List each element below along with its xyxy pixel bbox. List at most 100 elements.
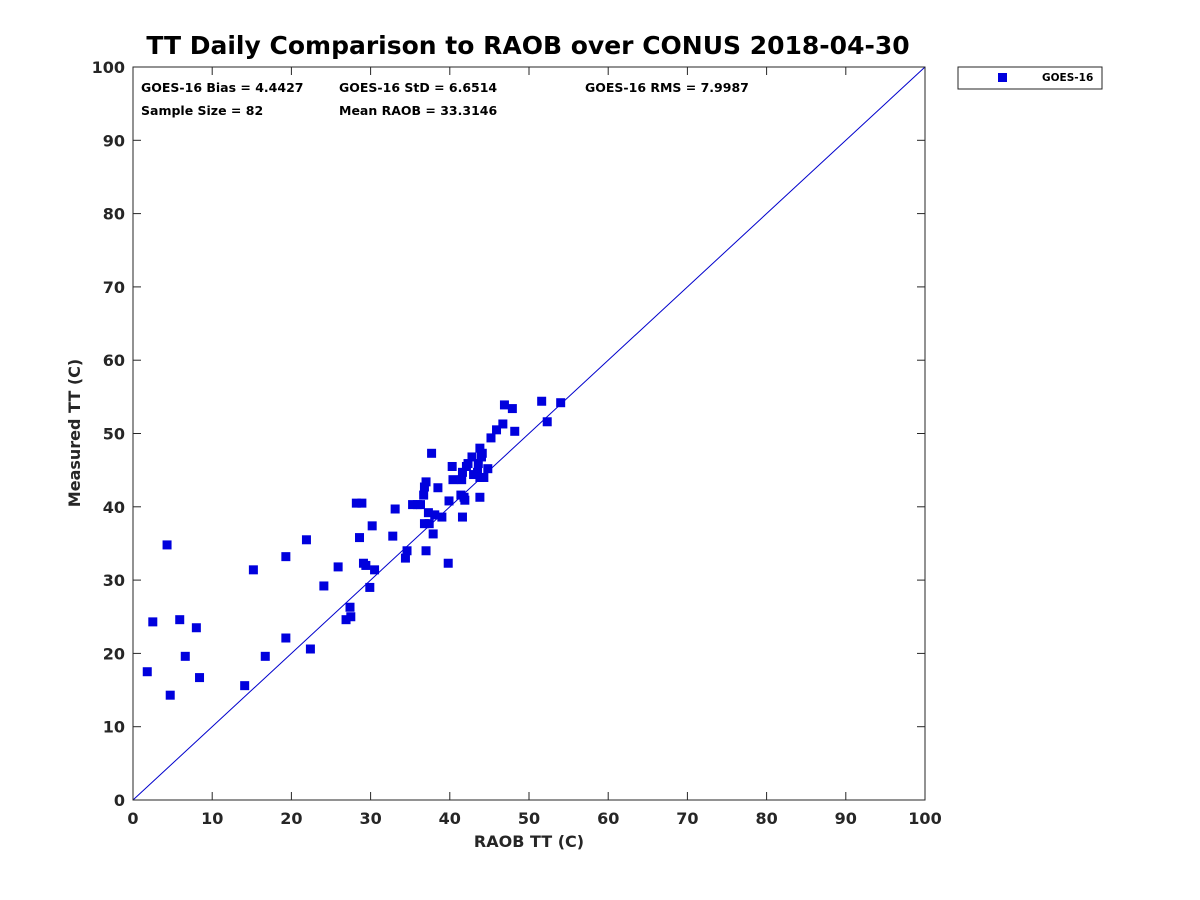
x-axis: 0 10 20 30 40 50 60 70 80 90 100 [127, 67, 942, 828]
data-point [475, 443, 485, 453]
data-point [424, 519, 434, 529]
y-tick-label: 60 [103, 351, 125, 370]
data-point [333, 562, 343, 572]
data-point [499, 400, 509, 410]
y-axis: 0 10 20 30 40 50 60 70 80 90 100 [92, 58, 925, 810]
y-tick-label: 70 [103, 278, 125, 297]
data-point [475, 492, 485, 502]
data-point [473, 459, 483, 469]
legend-box [957, 66, 1103, 90]
stat-annotation: Sample Size = 82 [141, 103, 263, 118]
data-point [463, 459, 473, 469]
data-point [175, 615, 185, 625]
data-point [427, 448, 437, 458]
x-tick-label: 70 [676, 809, 698, 828]
data-point [507, 404, 517, 414]
data-point [542, 417, 552, 427]
data-point [448, 475, 458, 485]
x-tick-label: 20 [280, 809, 302, 828]
data-point [421, 546, 431, 556]
x-tick-label: 10 [201, 809, 223, 828]
statistics-annotations: GOES-16 Bias = 4.4427 GOES-16 StD = 6.651… [141, 80, 749, 118]
data-point [486, 433, 496, 443]
data-point [390, 504, 400, 514]
x-tick-label: 50 [518, 809, 540, 828]
legend-entry-goes-16: GOES-16 [1042, 72, 1093, 84]
data-point [473, 467, 483, 477]
data-point [355, 533, 365, 543]
y-tick-label: 100 [92, 58, 125, 77]
x-tick-label: 90 [835, 809, 857, 828]
data-point [444, 496, 454, 506]
data-point [421, 477, 431, 487]
stat-annotation: GOES-16 Bias = 4.4427 [141, 80, 303, 95]
data-point [479, 472, 489, 482]
y-tick-label: 10 [103, 718, 125, 737]
data-point [162, 540, 172, 550]
data-point [492, 425, 502, 435]
data-point [341, 615, 351, 625]
data-point [408, 500, 418, 510]
one-to-one-reference-line [132, 66, 926, 801]
data-point [419, 482, 429, 492]
data-point [428, 529, 438, 539]
data-point [467, 452, 477, 462]
data-point [415, 500, 425, 510]
data-point [423, 508, 433, 518]
data-point [165, 690, 175, 700]
data-points [142, 396, 566, 700]
data-point [402, 546, 412, 556]
legend-marker-square [998, 73, 1007, 82]
data-point [305, 644, 315, 654]
data-point [443, 558, 453, 568]
data-point [457, 467, 467, 477]
data-point [419, 519, 429, 529]
data-point [457, 512, 467, 522]
y-axis-label: Measured TT (C) [65, 359, 84, 507]
data-point [477, 448, 487, 458]
data-point [460, 495, 470, 505]
data-point [319, 581, 329, 591]
stat-annotation: GOES-16 StD = 6.6514 [339, 80, 497, 95]
data-point [419, 490, 429, 500]
data-point [437, 512, 447, 522]
data-point [345, 602, 355, 612]
legend: GOES-16 [957, 66, 1103, 90]
data-point [498, 419, 508, 429]
data-point [148, 617, 158, 627]
data-point [370, 565, 380, 575]
x-tick-label: 0 [127, 809, 138, 828]
y-tick-label: 90 [103, 131, 125, 150]
data-point [457, 475, 467, 485]
y-tick-label: 40 [103, 498, 125, 517]
data-point [195, 673, 205, 683]
x-axis-label: RAOB TT (C) [474, 832, 584, 851]
data-point [556, 398, 566, 408]
data-point [351, 498, 361, 508]
data-point [301, 535, 311, 545]
y-tick-label: 50 [103, 425, 125, 444]
data-point [483, 464, 493, 474]
data-point [430, 510, 440, 520]
x-tick-label: 40 [439, 809, 461, 828]
data-point [367, 521, 377, 531]
data-point [248, 565, 258, 575]
data-point [180, 651, 190, 661]
y-tick-label: 20 [103, 644, 125, 663]
x-tick-label: 30 [359, 809, 381, 828]
data-point [433, 483, 443, 493]
data-point [346, 612, 356, 622]
data-point [361, 560, 371, 570]
data-point [537, 396, 547, 406]
chart-title: TT Daily Comparison to RAOB over CONUS 2… [146, 31, 909, 60]
y-tick-label: 0 [114, 791, 125, 810]
stat-annotation: Mean RAOB = 33.3146 [339, 103, 497, 118]
y-tick-label: 30 [103, 571, 125, 590]
stat-annotation: GOES-16 RMS = 7.9987 [585, 80, 749, 95]
data-point [357, 498, 367, 508]
data-point [240, 681, 250, 691]
data-point [400, 553, 410, 563]
x-tick-label: 100 [908, 809, 941, 828]
y-tick-label: 80 [103, 205, 125, 224]
x-tick-label: 80 [755, 809, 777, 828]
